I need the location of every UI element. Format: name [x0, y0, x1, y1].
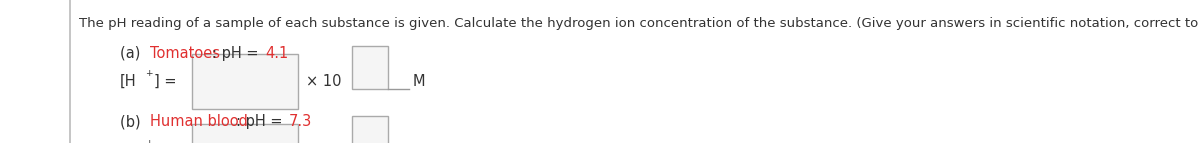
Text: +: + [145, 69, 152, 78]
Bar [192, 54, 298, 109]
Text: (a): (a) [120, 46, 145, 61]
Text: Tomatoes: Tomatoes [150, 46, 220, 61]
Text: +: + [145, 139, 152, 143]
Bar [352, 116, 388, 143]
Text: × 10: × 10 [306, 74, 342, 89]
Text: Human blood: Human blood [150, 114, 248, 129]
Text: : pH =: : pH = [236, 114, 287, 129]
Text: 7.3: 7.3 [289, 114, 312, 129]
Text: 4.1: 4.1 [265, 46, 288, 61]
Bar [192, 124, 298, 143]
Text: [H: [H [120, 74, 137, 89]
Bar [352, 46, 388, 89]
Text: (b): (b) [120, 114, 145, 129]
Text: M: M [413, 74, 425, 89]
Text: ] =: ] = [154, 74, 176, 89]
Text: : pH =: : pH = [212, 46, 264, 61]
Text: The pH reading of a sample of each substance is given. Calculate the hydrogen io: The pH reading of a sample of each subst… [79, 17, 1200, 30]
